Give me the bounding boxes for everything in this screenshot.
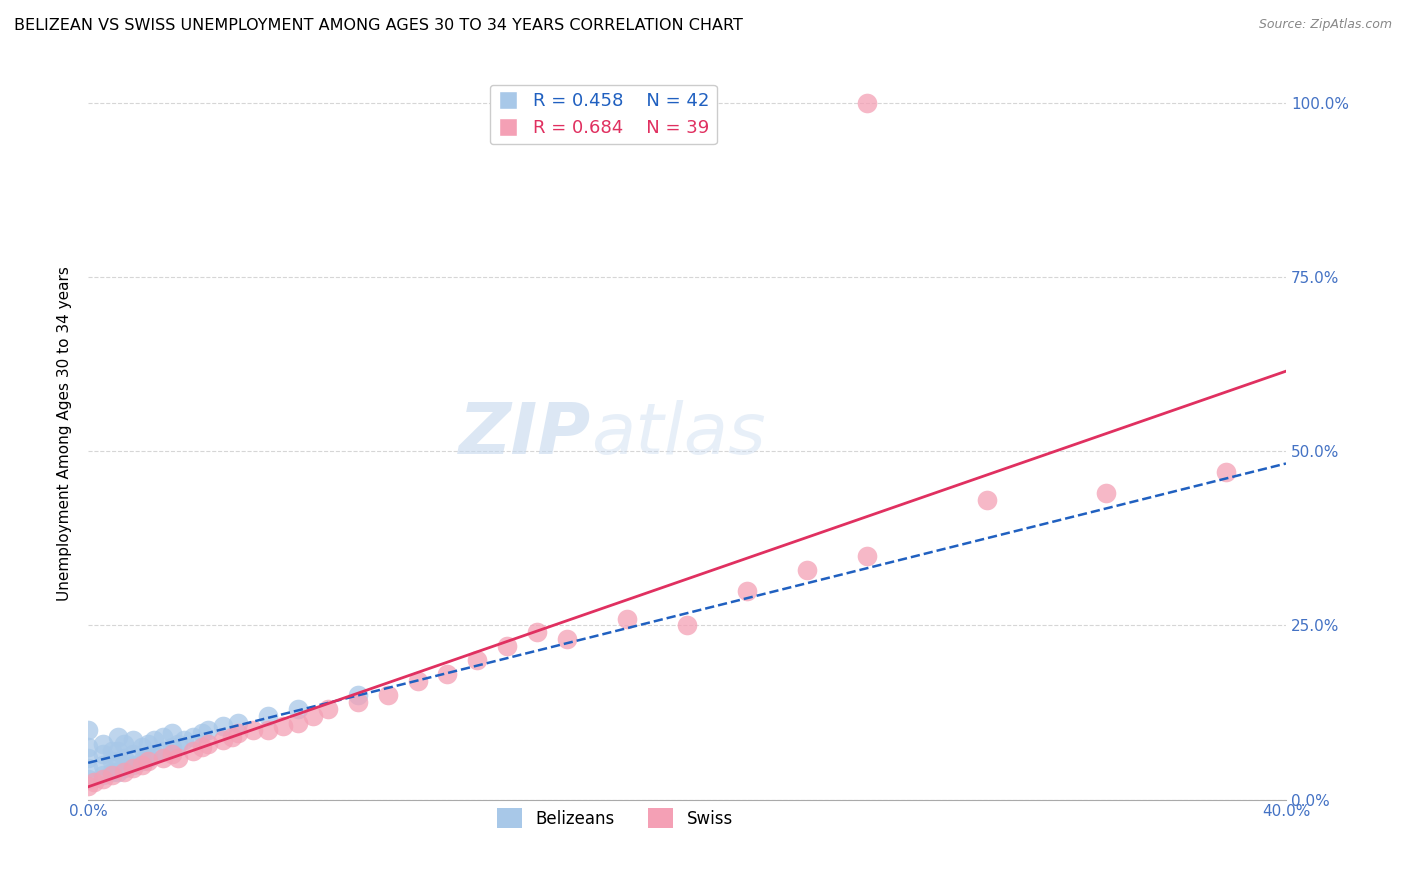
- Y-axis label: Unemployment Among Ages 30 to 34 years: Unemployment Among Ages 30 to 34 years: [58, 267, 72, 601]
- Point: [181, 744, 204, 758]
- Point: [287, 715, 309, 730]
- Text: atlas: atlas: [592, 400, 766, 468]
- Point: [77, 779, 100, 793]
- Point: [1095, 486, 1118, 500]
- Point: [101, 764, 124, 779]
- Point: [101, 744, 124, 758]
- Point: [191, 740, 214, 755]
- Point: [91, 747, 114, 762]
- Point: [131, 754, 153, 768]
- Point: [256, 709, 278, 723]
- Point: [136, 754, 159, 768]
- Point: [271, 719, 294, 733]
- Point: [77, 723, 100, 737]
- Point: [122, 757, 145, 772]
- Point: [77, 750, 100, 764]
- Point: [160, 740, 183, 755]
- Point: [136, 750, 159, 764]
- Point: [212, 719, 235, 733]
- Point: [735, 583, 758, 598]
- Point: [226, 726, 249, 740]
- Point: [855, 96, 877, 111]
- Point: [77, 772, 100, 786]
- Point: [346, 695, 368, 709]
- Point: [1215, 465, 1237, 479]
- Point: [152, 744, 174, 758]
- Point: [346, 688, 368, 702]
- Point: [436, 667, 458, 681]
- Point: [152, 730, 174, 744]
- Legend: Belizeans, Swiss: Belizeans, Swiss: [491, 801, 740, 835]
- Point: [221, 730, 243, 744]
- Point: [160, 747, 183, 762]
- Point: [616, 611, 638, 625]
- Point: [131, 740, 153, 755]
- Point: [191, 726, 214, 740]
- Point: [976, 493, 998, 508]
- Point: [526, 625, 548, 640]
- Point: [197, 737, 219, 751]
- Point: [496, 640, 519, 654]
- Text: Source: ZipAtlas.com: Source: ZipAtlas.com: [1258, 18, 1392, 31]
- Point: [122, 733, 145, 747]
- Point: [107, 744, 129, 758]
- Point: [91, 772, 114, 786]
- Point: [136, 737, 159, 751]
- Point: [112, 737, 135, 751]
- Point: [91, 768, 114, 782]
- Point: [197, 723, 219, 737]
- Point: [83, 775, 105, 789]
- Point: [101, 754, 124, 768]
- Point: [676, 618, 699, 632]
- Point: [287, 702, 309, 716]
- Point: [377, 688, 399, 702]
- Point: [152, 750, 174, 764]
- Point: [406, 674, 429, 689]
- Point: [107, 754, 129, 768]
- Point: [143, 747, 166, 762]
- Point: [107, 730, 129, 744]
- Point: [112, 750, 135, 764]
- Point: [77, 740, 100, 755]
- Point: [301, 709, 323, 723]
- Point: [91, 737, 114, 751]
- Point: [91, 757, 114, 772]
- Point: [167, 737, 190, 751]
- Point: [122, 761, 145, 775]
- Point: [131, 757, 153, 772]
- Point: [316, 702, 339, 716]
- Point: [112, 761, 135, 775]
- Point: [256, 723, 278, 737]
- Point: [107, 764, 129, 779]
- Point: [77, 761, 100, 775]
- Text: ZIP: ZIP: [458, 400, 592, 468]
- Point: [855, 549, 877, 563]
- Point: [173, 733, 195, 747]
- Point: [796, 563, 818, 577]
- Point: [160, 726, 183, 740]
- Point: [122, 747, 145, 762]
- Point: [467, 653, 489, 667]
- Point: [226, 715, 249, 730]
- Point: [555, 632, 578, 647]
- Point: [101, 768, 124, 782]
- Point: [181, 730, 204, 744]
- Point: [212, 733, 235, 747]
- Point: [143, 733, 166, 747]
- Text: BELIZEAN VS SWISS UNEMPLOYMENT AMONG AGES 30 TO 34 YEARS CORRELATION CHART: BELIZEAN VS SWISS UNEMPLOYMENT AMONG AGE…: [14, 18, 742, 33]
- Point: [167, 750, 190, 764]
- Point: [112, 764, 135, 779]
- Point: [242, 723, 264, 737]
